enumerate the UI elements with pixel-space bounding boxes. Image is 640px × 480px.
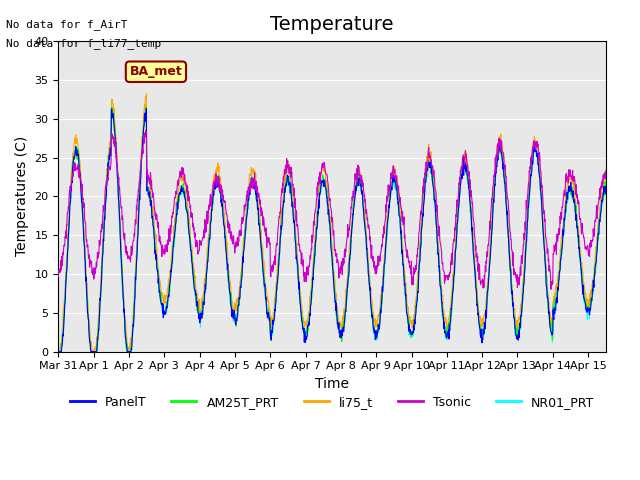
X-axis label: Time: Time	[315, 377, 349, 391]
Text: No data for f_AirT: No data for f_AirT	[6, 19, 128, 30]
Legend: PanelT, AM25T_PRT, li75_t, Tsonic, NR01_PRT: PanelT, AM25T_PRT, li75_t, Tsonic, NR01_…	[65, 391, 599, 414]
Title: Temperature: Temperature	[270, 15, 394, 34]
Y-axis label: Temperatures (C): Temperatures (C)	[15, 136, 29, 256]
Text: No data for f_li77_temp: No data for f_li77_temp	[6, 38, 162, 49]
Text: BA_met: BA_met	[129, 65, 182, 78]
